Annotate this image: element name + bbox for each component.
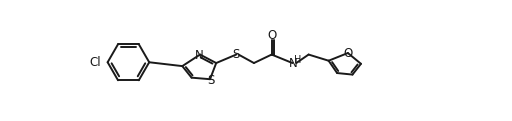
Text: O: O xyxy=(343,46,352,60)
Text: S: S xyxy=(207,74,215,87)
Text: Cl: Cl xyxy=(89,56,101,69)
Text: S: S xyxy=(232,48,240,61)
Text: O: O xyxy=(267,29,276,42)
Text: H: H xyxy=(294,55,302,65)
Text: N: N xyxy=(195,49,204,62)
Text: N: N xyxy=(289,57,297,70)
